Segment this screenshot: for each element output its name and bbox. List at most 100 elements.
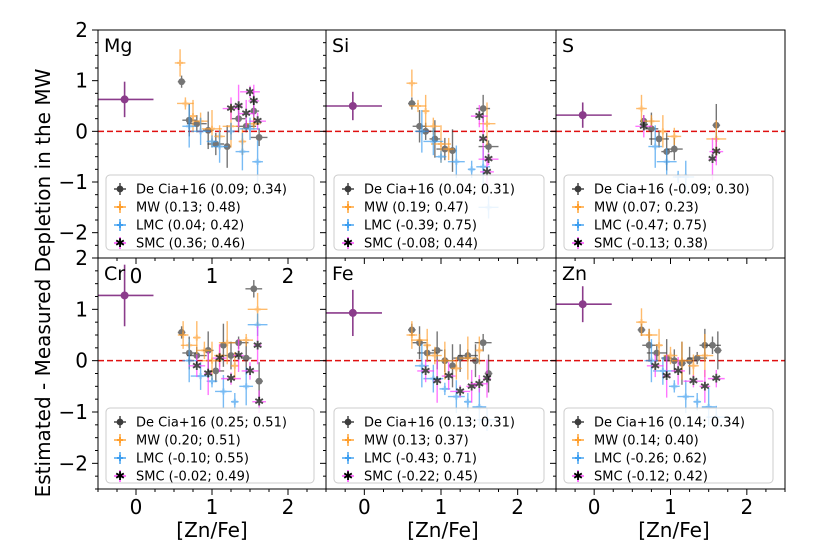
data-point-mw — [231, 351, 239, 380]
data-point-mw — [459, 336, 477, 380]
element-label: Fe — [332, 263, 354, 285]
legend-item-mw: MW (0.13; 0.48) — [114, 201, 241, 216]
legend-label: De Cia+16 (0.09; 0.34) — [136, 183, 287, 198]
data-point-smc: ✱ — [249, 112, 266, 130]
data-point-mw — [478, 102, 496, 146]
x-tick-label: 2 — [740, 495, 753, 519]
data-point-smc: ✱ — [482, 359, 492, 398]
svg-text:✱: ✱ — [115, 469, 125, 483]
legend-label: SMC (-0.22; 0.45) — [364, 470, 478, 485]
panel-s: ✱✱✱SDe Cia+16 (-0.09; 0.30)MW (0.07; 0.2… — [550, 29, 786, 264]
plot-area: ✱✱✱✱✱✱ — [556, 286, 785, 429]
data-point-smc: ✱ — [707, 137, 718, 181]
legend-label: MW (0.14; 0.40) — [594, 434, 699, 449]
element-label: S — [562, 35, 574, 57]
svg-text:✱: ✱ — [482, 165, 492, 179]
legend-label: De Cia+16 (-0.09; 0.30) — [594, 183, 750, 198]
data-point-mw — [411, 333, 428, 347]
x-tick-label: 0 — [130, 264, 143, 288]
data-point-smc: ✱ — [212, 344, 227, 372]
data-point-mw — [696, 333, 714, 378]
y-tick-label: 2 — [75, 18, 88, 42]
legend-label: De Cia+16 (0.25; 0.51) — [136, 416, 287, 431]
element-label: Mg — [104, 35, 132, 57]
y-tick-label: −2 — [59, 451, 88, 475]
data-point-lmc — [239, 367, 254, 406]
data-point-lmc — [182, 104, 197, 148]
data-point-smc: ✱ — [450, 384, 471, 398]
legend-item-smc: ✱ SMC (0.36; 0.46) — [114, 236, 245, 252]
data-point-smc: ✱ — [222, 97, 240, 120]
legend-item-decia: De Cia+16 (0.14; 0.34) — [572, 416, 745, 431]
plot-area: ✱✱✱✱✱✱ — [98, 49, 326, 184]
svg-text:✱: ✱ — [474, 109, 484, 123]
legend-label: MW (0.13; 0.37) — [364, 434, 469, 449]
y-tick-label: 2 — [75, 246, 88, 270]
x-tick-label: 0 — [358, 495, 371, 519]
legend-label: LMC (-0.43; 0.71) — [364, 452, 477, 467]
data-point-lmc — [206, 135, 218, 148]
data-point-lmc — [423, 364, 444, 393]
data-point-mw — [193, 321, 201, 354]
data-point-decia — [687, 351, 708, 365]
svg-text:✱: ✱ — [467, 379, 477, 393]
data-point-mw — [450, 357, 462, 380]
mw-integrated-point — [326, 91, 382, 121]
legend-item-smc: ✱ SMC (-0.22; 0.45) — [342, 469, 478, 485]
svg-text:✱: ✱ — [444, 369, 454, 383]
svg-text:✱: ✱ — [478, 132, 488, 146]
svg-text:✱: ✱ — [455, 384, 465, 398]
data-point-mw — [643, 115, 660, 128]
svg-text:✱: ✱ — [245, 85, 255, 99]
data-point-smc: ✱ — [478, 152, 499, 166]
x-tick-label: 2 — [282, 264, 295, 288]
data-point-lmc — [447, 145, 465, 178]
svg-text:✱: ✱ — [115, 236, 125, 250]
legend-item-mw: MW (0.19; 0.47) — [342, 201, 469, 216]
x-tick-label: 2 — [511, 495, 524, 519]
data-point-decia — [250, 128, 268, 147]
legend: De Cia+16 (0.04; 0.31) MW (0.19; 0.47) LMC… — [333, 174, 545, 252]
svg-text:✱: ✱ — [573, 469, 583, 483]
svg-text:✱: ✱ — [343, 236, 353, 250]
data-point-smc: ✱ — [248, 84, 260, 118]
svg-text:✱: ✱ — [484, 152, 494, 166]
legend-item-decia: De Cia+16 (0.13; 0.31) — [342, 416, 515, 431]
data-point-lmc — [414, 344, 429, 388]
legend-item-decia: De Cia+16 (-0.09; 0.30) — [572, 183, 750, 198]
legend-item-decia: De Cia+16 (0.25; 0.51) — [114, 416, 287, 431]
panel-zn: ✱✱ ✱✱ ✱✱Zn0 1 2De Cia+16 (0.14; 0.34)MW (0.1… — [550, 257, 786, 519]
legend-label: De Cia+16 (0.04; 0.31) — [364, 183, 515, 198]
legend-label: MW (0.19; 0.47) — [364, 201, 469, 216]
legend-item-mw: MW (0.14; 0.40) — [572, 434, 699, 449]
svg-text:✱: ✱ — [711, 145, 721, 159]
legend-item-lmc: LMC (-0.39; 0.75) — [342, 219, 477, 234]
legend-item-mw: MW (0.20; 0.51) — [114, 434, 241, 449]
x-axis-label-col1: [Zn/Fe] — [176, 518, 247, 542]
data-point-smc: ✱ — [699, 369, 711, 403]
legend-label: SMC (0.36; 0.46) — [136, 237, 245, 252]
y-tick-label: 0 — [75, 349, 88, 373]
svg-text:✱: ✱ — [700, 379, 710, 393]
legend-item-smc: ✱ SMC (-0.13; 0.38) — [572, 236, 708, 252]
data-point-mw — [197, 341, 212, 360]
legend-label: SMC (-0.02; 0.49) — [136, 470, 250, 485]
mw-integrated-point — [326, 289, 382, 337]
y-tick-label: 1 — [75, 69, 88, 93]
legend: De Cia+16 (-0.09; 0.30) MW (0.07; 0.23) LM… — [563, 174, 774, 252]
legend-item-decia: De Cia+16 (0.04; 0.31) — [342, 183, 515, 198]
y-tick-label: −1 — [59, 170, 88, 194]
data-point-decia — [476, 94, 491, 123]
data-point-lmc — [215, 375, 232, 408]
data-point-decia — [649, 130, 669, 148]
data-point-mw — [636, 308, 647, 337]
svg-text:✱: ✱ — [226, 102, 236, 116]
data-point-mw — [443, 137, 455, 161]
data-point-smc: ✱ — [432, 359, 442, 403]
data-point-decia — [408, 97, 416, 110]
svg-text:✱: ✱ — [432, 374, 442, 388]
mw-integrated-point — [556, 102, 612, 128]
data-point-mw — [663, 346, 678, 365]
data-point-mw — [423, 328, 432, 362]
